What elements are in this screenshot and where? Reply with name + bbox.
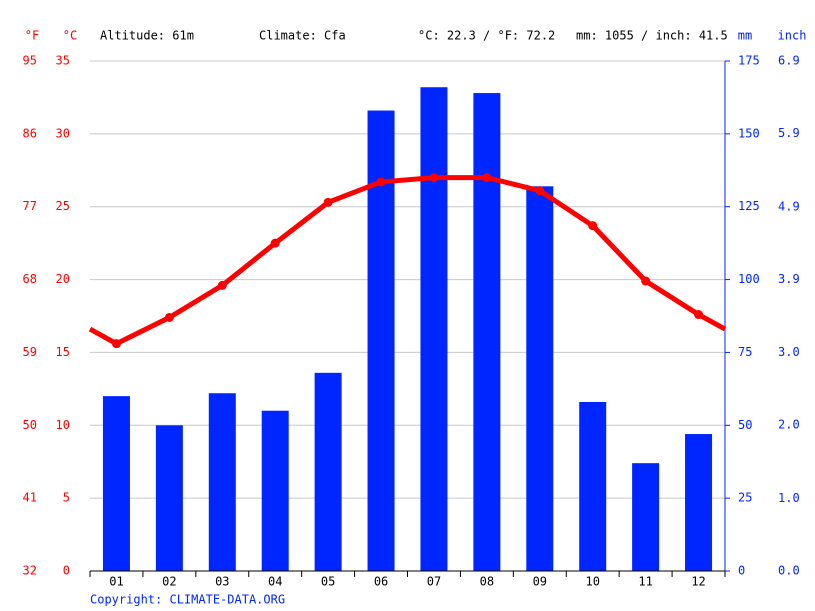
bar [208,393,236,571]
c-tick-label: 30 [56,126,70,140]
total-precip: mm: 1055 / inch: 41.5 [576,29,728,43]
c-axis-label: °C [63,29,77,43]
bar [261,410,289,571]
x-tick-label: 03 [215,575,229,589]
temp-point [164,312,174,322]
mm-tick-label: 100 [738,272,760,286]
c-tick-label: 0 [63,564,70,578]
mm-tick-label: 175 [738,54,760,68]
temp-point [535,186,545,196]
f-tick-label: 59 [23,345,37,359]
f-tick-label: 50 [23,418,37,432]
inch-tick-label: 4.9 [778,199,800,213]
inch-tick-label: 2.0 [778,418,800,432]
temp-point [323,197,333,207]
bar [420,87,448,571]
bar [685,434,713,571]
x-tick-label: 02 [162,575,176,589]
mm-axis-label: mm [738,29,752,43]
bar [155,425,183,571]
inch-tick-label: 6.9 [778,54,800,68]
x-tick-label: 01 [109,575,123,589]
bar [102,396,130,571]
mm-tick-label: 75 [738,345,752,359]
x-tick-label: 05 [321,575,335,589]
f-tick-label: 77 [23,199,37,213]
c-tick-label: 25 [56,199,70,213]
inch-axis-label: inch [778,29,807,43]
temp-point [641,276,651,286]
inch-tick-label: 1.0 [778,491,800,505]
climate: Climate: Cfa [259,29,346,43]
f-tick-label: 32 [23,564,37,578]
mm-tick-label: 150 [738,126,760,140]
line-wrap [88,326,118,346]
c-tick-label: 20 [56,272,70,286]
f-tick-label: 41 [23,491,37,505]
c-tick-label: 10 [56,418,70,432]
avg-temp: °C: 22.3 / °F: 72.2 [418,29,555,43]
x-tick-label: 06 [374,575,388,589]
x-tick-label: 09 [533,575,547,589]
temp-point [111,339,121,349]
c-tick-label: 15 [56,345,70,359]
x-tick-label: 10 [585,575,599,589]
inch-tick-label: 0.0 [778,564,800,578]
mm-tick-label: 50 [738,418,752,432]
bar [473,93,501,572]
x-tick-label: 08 [480,575,494,589]
temp-point [429,173,439,183]
line-wrap [697,312,727,332]
f-tick-label: 95 [23,54,37,68]
altitude: Altitude: 61m [100,29,194,43]
temp-point [694,310,704,320]
x-tick-label: 07 [427,575,441,589]
temp-point [217,280,227,290]
mm-tick-label: 125 [738,199,760,213]
inch-tick-label: 5.9 [778,126,800,140]
inch-tick-label: 3.0 [778,345,800,359]
c-tick-label: 35 [56,54,70,68]
temp-line [115,175,700,346]
mm-tick-label: 25 [738,491,752,505]
bar [314,372,342,571]
bar [579,401,607,571]
f-tick-label: 86 [23,126,37,140]
f-axis-label: °F [25,29,39,43]
bar [526,186,554,572]
x-tick-label: 04 [268,575,282,589]
temp-point [482,173,492,183]
c-tick-label: 5 [63,491,70,505]
mm-tick-label: 0 [738,564,745,578]
x-tick-label: 11 [638,575,652,589]
bar [632,463,660,571]
temp-point [376,177,386,187]
f-tick-label: 68 [23,272,37,286]
copyright: Copyright: CLIMATE-DATA.ORG [90,593,285,607]
inch-tick-label: 3.9 [778,272,800,286]
x-tick-label: 12 [691,575,705,589]
temp-point [270,238,280,248]
temp-point [588,221,598,231]
